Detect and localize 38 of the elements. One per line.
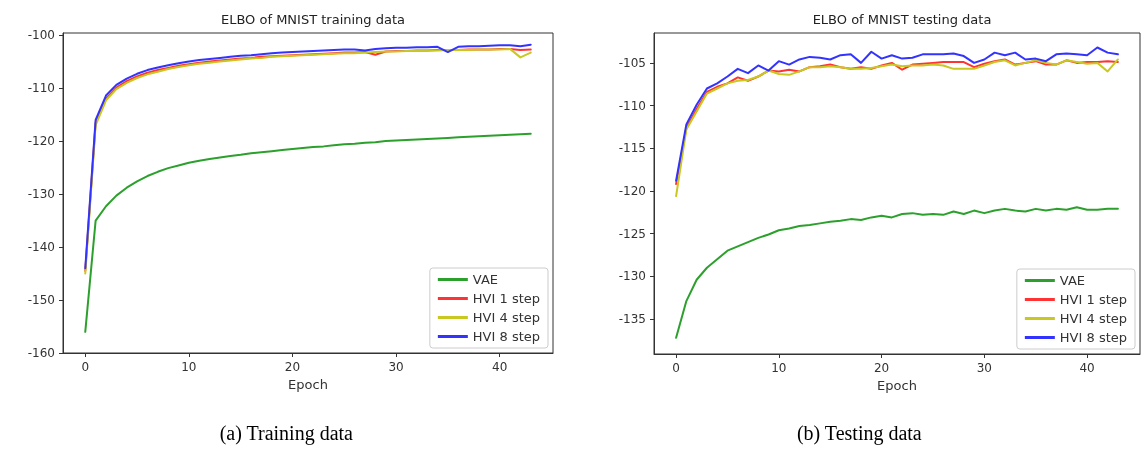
legend-label: HVI 8 step <box>472 329 541 344</box>
x-tick-label: 10 <box>181 360 197 374</box>
y-tick-label: -105 <box>618 55 646 70</box>
y-tick-label: -110 <box>27 81 55 96</box>
x-tick-label: 30 <box>388 360 404 374</box>
text: (b) Testing data <box>796 422 922 445</box>
y-tick-label: -150 <box>27 293 55 308</box>
legend-label: HVI 8 step <box>1059 330 1128 345</box>
legend-label: HVI 4 step <box>1059 311 1128 326</box>
legend-label: HVI 4 step <box>472 310 541 325</box>
chart-title: ELBO of MNIST testing data <box>812 12 992 27</box>
x-tick-label: 10 <box>771 361 787 375</box>
y-tick-label: -160 <box>27 346 55 360</box>
text: (a) Training data <box>219 422 354 445</box>
y-tick-label: -120 <box>27 134 55 149</box>
y-tick-label: -110 <box>618 98 646 113</box>
y-tick-label: -130 <box>27 187 55 202</box>
y-tick-label: -125 <box>618 226 646 241</box>
y-tick-label: -115 <box>618 141 646 156</box>
y-tick-label: -135 <box>618 312 646 326</box>
x-tick-label: 0 <box>672 361 680 375</box>
y-tick-label: -130 <box>618 269 646 284</box>
legend-label: HVI 1 step <box>1059 292 1128 307</box>
legend-label: VAE <box>472 272 499 287</box>
x-tick-label: 20 <box>284 360 301 374</box>
x-tick-label: 20 <box>873 361 890 375</box>
x-tick-label: 40 <box>492 360 508 374</box>
y-tick-label: -100 <box>27 28 55 43</box>
legend-label: HVI 1 step <box>472 291 541 306</box>
y-tick-label: -120 <box>618 183 646 198</box>
x-tick-label: 0 <box>81 360 90 374</box>
x-tick-label: 40 <box>1079 361 1095 375</box>
x-tick-label: 30 <box>976 361 992 375</box>
legend-label: VAE <box>1059 273 1086 288</box>
y-tick-label: -140 <box>27 240 55 255</box>
x-axis-title: Epoch <box>877 377 917 393</box>
chart-title: ELBO of MNIST training data <box>220 12 406 27</box>
x-axis-title: Epoch <box>288 376 328 392</box>
